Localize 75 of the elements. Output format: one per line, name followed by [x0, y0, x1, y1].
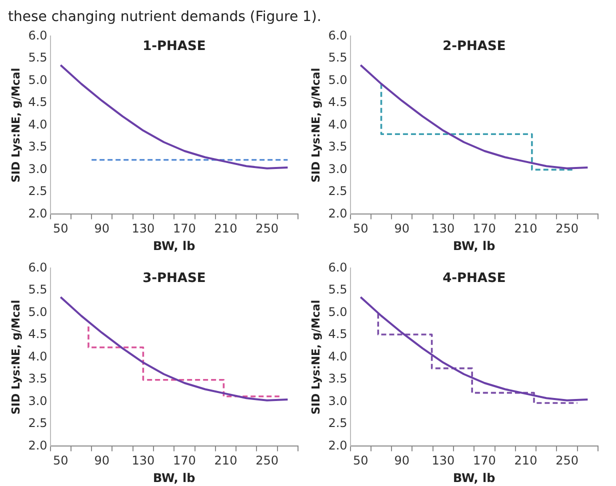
y-axis-title: SID Lys:NE, g/Mcal [9, 68, 22, 183]
y-tick-label: 6.0 [28, 260, 48, 274]
y-tick-label: 2.5 [328, 184, 348, 198]
y-tick-label: 4.5 [328, 95, 348, 110]
x-tick-label: 130 [432, 454, 455, 468]
y-tick-label: 3.5 [28, 372, 48, 386]
x-tick-label: 130 [432, 222, 455, 236]
y-axis-title: SID Lys:NE, g/Mcal [309, 68, 322, 183]
y-tick-label: 5.5 [328, 50, 348, 65]
y-tick-label: 3.0 [28, 162, 48, 176]
y-tick-label: 2.5 [28, 416, 48, 430]
y-tick-label: 4.5 [28, 95, 48, 110]
y-tick-label: 4.0 [328, 117, 348, 132]
y-tick-label: 3.0 [328, 162, 348, 176]
line-series [377, 312, 578, 404]
y-axis-title: SID Lys:NE, g/Mcal [309, 300, 322, 415]
x-axis-title: BW, lb [153, 470, 196, 485]
x-tick-label: 210 [514, 454, 538, 468]
x-tick-label: 250 [256, 454, 278, 468]
x-tick-label: 90 [94, 454, 110, 468]
y-tick-label: 5.0 [328, 304, 348, 319]
y-tick-label: 5.5 [28, 282, 48, 297]
x-tick-label: 90 [94, 222, 110, 236]
y-tick-label: 5.5 [328, 282, 348, 297]
y-axis-title: SID Lys:NE, g/Mcal [9, 300, 22, 415]
y-tick-label: 6.0 [328, 28, 348, 42]
x-tick-label: 130 [132, 222, 155, 236]
y-tick-label: 3.0 [328, 394, 348, 408]
x-tick-label: 210 [214, 222, 238, 236]
x-tick-label: 210 [214, 454, 238, 468]
chart-title: 1-PHASE [142, 39, 206, 54]
x-tick-label: 90 [394, 222, 410, 236]
y-tick-label: 3.5 [328, 140, 348, 154]
chart-title: 2-PHASE [442, 39, 506, 54]
x-tick-label: 50 [352, 454, 368, 468]
y-tick-label: 5.0 [28, 72, 48, 87]
x-tick-label: 90 [394, 454, 410, 468]
y-tick-label: 2.0 [328, 438, 348, 452]
x-tick-label: 50 [52, 222, 68, 236]
y-tick-label: 2.0 [28, 206, 48, 220]
chart-title: 4-PHASE [442, 271, 506, 286]
y-tick-label: 2.5 [328, 416, 348, 430]
x-tick-label: 170 [173, 222, 196, 236]
x-tick-label: 130 [132, 454, 155, 468]
x-tick-label: 250 [556, 454, 578, 468]
x-tick-label: 50 [52, 454, 68, 468]
y-tick-label: 4.5 [328, 327, 348, 342]
y-tick-label: 3.0 [28, 394, 48, 408]
x-axis-title: BW, lb [453, 470, 496, 485]
y-tick-label: 5.5 [28, 50, 48, 65]
x-tick-label: 50 [352, 222, 368, 236]
text: these changing nutrient demands (Figure 1). [8, 8, 322, 26]
y-tick-label: 4.0 [28, 117, 48, 132]
y-tick-label: 2.0 [328, 206, 348, 220]
y-tick-label: 3.5 [28, 140, 48, 154]
y-tick-label: 5.0 [28, 304, 48, 319]
x-axis-title: BW, lb [453, 238, 496, 253]
x-tick-label: 170 [473, 222, 496, 236]
y-tick-label: 2.0 [28, 438, 48, 452]
y-tick-label: 2.5 [28, 184, 48, 198]
line-series [88, 326, 280, 398]
x-tick-label: 250 [256, 222, 278, 236]
chart-title: 3-PHASE [142, 271, 206, 286]
y-tick-label: 4.0 [328, 349, 348, 364]
y-tick-label: 6.0 [328, 260, 348, 274]
y-tick-label: 3.5 [328, 372, 348, 386]
x-tick-label: 170 [173, 454, 196, 468]
y-tick-label: 5.0 [328, 72, 348, 87]
y-tick-label: 6.0 [28, 28, 48, 42]
x-tick-label: 250 [556, 222, 578, 236]
x-tick-label: 170 [473, 454, 496, 468]
y-tick-label: 4.5 [28, 327, 48, 342]
x-tick-label: 210 [514, 222, 538, 236]
y-tick-label: 4.0 [28, 349, 48, 364]
x-axis-title: BW, lb [153, 238, 196, 253]
